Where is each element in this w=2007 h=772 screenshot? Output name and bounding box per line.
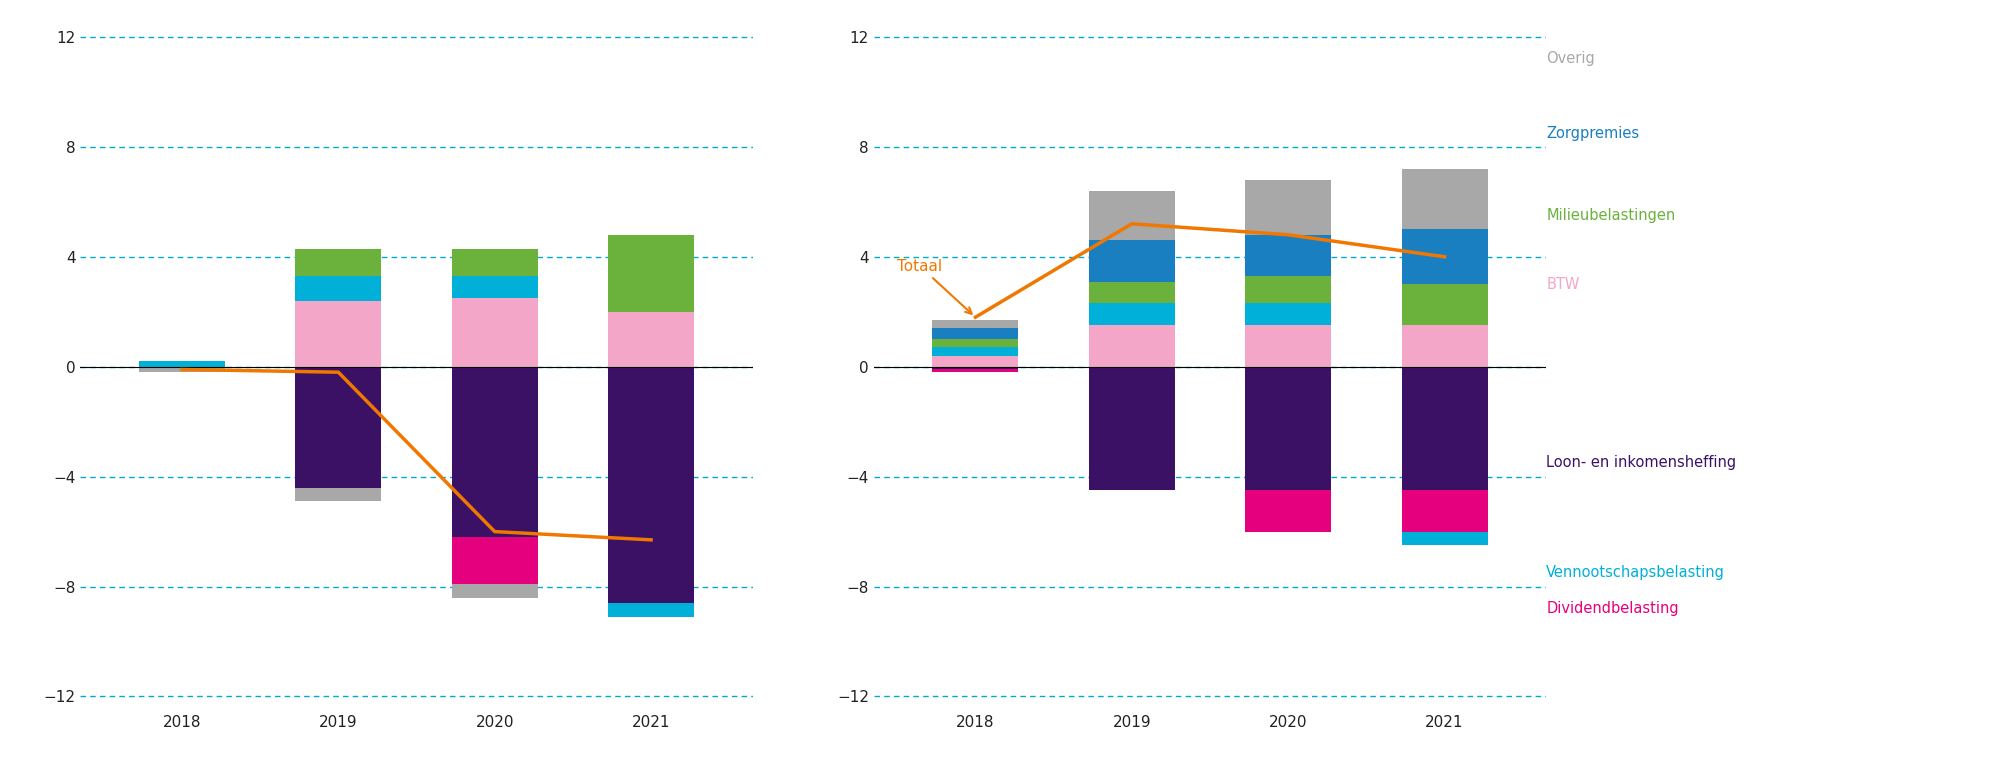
Bar xyxy=(1401,229,1487,284)
Bar xyxy=(931,339,1018,347)
Bar xyxy=(295,488,381,501)
Bar xyxy=(138,361,225,367)
Bar xyxy=(1401,532,1487,545)
Bar xyxy=(931,347,1018,356)
Bar xyxy=(295,301,381,367)
Text: Zorgpremies: Zorgpremies xyxy=(1545,126,1638,141)
Bar xyxy=(1244,276,1331,303)
Bar xyxy=(452,298,538,367)
Bar xyxy=(1401,284,1487,326)
Text: Loon- en inkomensheffing: Loon- en inkomensheffing xyxy=(1545,455,1736,470)
Bar xyxy=(452,537,538,584)
Bar xyxy=(1088,303,1174,326)
Bar xyxy=(931,328,1018,339)
Text: Overig: Overig xyxy=(1545,52,1594,66)
Bar xyxy=(295,367,381,488)
Bar xyxy=(608,235,694,312)
Bar xyxy=(608,603,694,617)
Bar xyxy=(931,356,1018,367)
Bar xyxy=(295,276,381,301)
Bar xyxy=(452,584,538,598)
Bar xyxy=(1401,490,1487,532)
Bar xyxy=(1244,303,1331,326)
Bar xyxy=(1244,367,1331,490)
Bar xyxy=(931,370,1018,372)
Bar xyxy=(295,249,381,276)
Bar xyxy=(1244,326,1331,367)
Bar xyxy=(1088,191,1174,240)
Bar xyxy=(452,367,538,537)
Bar xyxy=(1244,180,1331,235)
Bar xyxy=(608,367,694,603)
Bar xyxy=(1088,326,1174,367)
Bar xyxy=(1088,282,1174,303)
Bar xyxy=(931,367,1018,370)
Bar xyxy=(1088,367,1174,490)
Bar xyxy=(452,249,538,276)
Bar xyxy=(452,276,538,298)
Bar xyxy=(931,320,1018,328)
Bar xyxy=(608,312,694,367)
Bar xyxy=(138,367,225,372)
Bar xyxy=(1401,326,1487,367)
Text: Totaal: Totaal xyxy=(897,259,971,313)
Bar xyxy=(1088,240,1174,282)
Text: BTW: BTW xyxy=(1545,276,1580,292)
Bar xyxy=(1244,490,1331,532)
Bar xyxy=(1244,235,1331,276)
Bar xyxy=(1401,169,1487,229)
Bar xyxy=(1401,367,1487,490)
Text: Milieubelastingen: Milieubelastingen xyxy=(1545,208,1674,223)
Text: Dividendbelasting: Dividendbelasting xyxy=(1545,601,1678,616)
Text: Vennootschapsbelasting: Vennootschapsbelasting xyxy=(1545,565,1724,581)
